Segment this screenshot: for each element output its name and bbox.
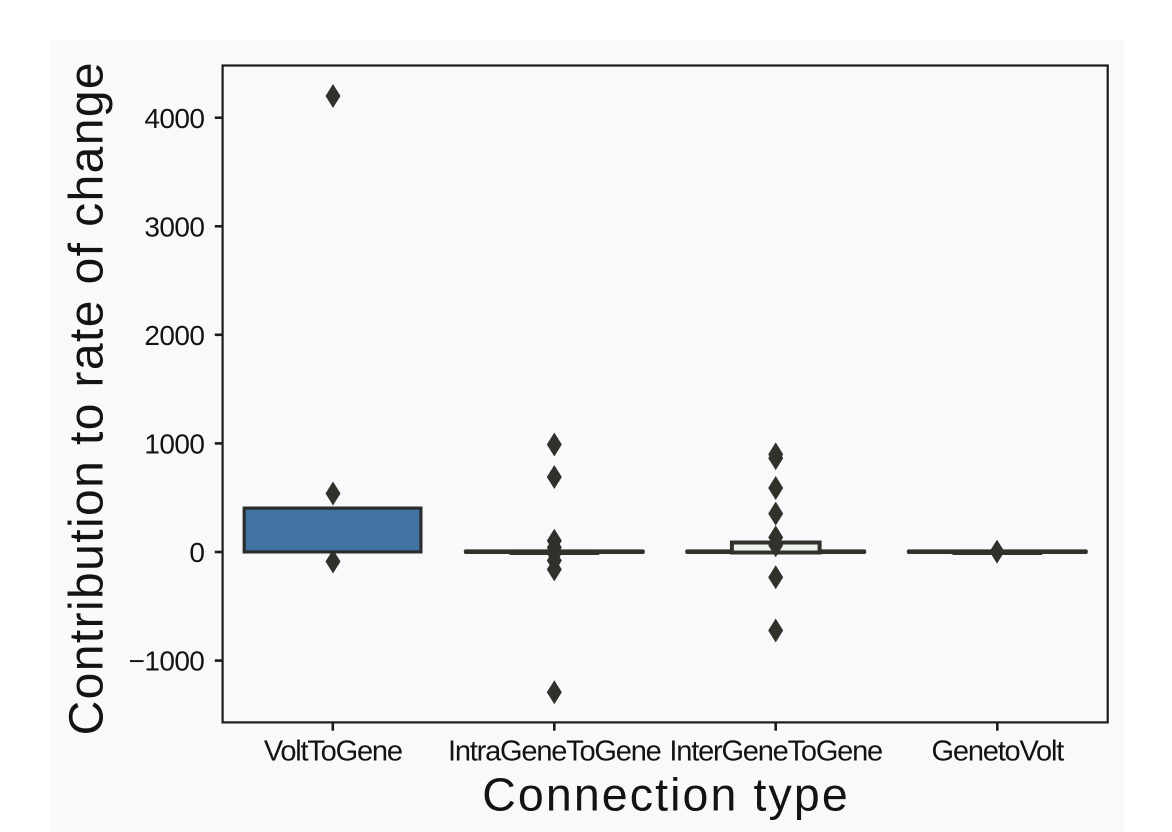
- svg-text:0: 0: [189, 537, 204, 568]
- svg-text:IntraGeneToGene: IntraGeneToGene: [448, 736, 661, 768]
- svg-text:4000: 4000: [144, 103, 204, 134]
- svg-text:2000: 2000: [144, 320, 204, 351]
- svg-text:InterGeneToGene: InterGeneToGene: [669, 736, 882, 768]
- svg-text:Contribution to rate of change: Contribution to rate of change: [61, 61, 114, 735]
- svg-text:GenetoVolt: GenetoVolt: [932, 736, 1065, 768]
- svg-text:1000: 1000: [144, 428, 204, 459]
- svg-text:VoltToGene: VoltToGene: [264, 736, 402, 768]
- svg-text:−1000: −1000: [129, 645, 205, 676]
- svg-text:3000: 3000: [144, 211, 204, 242]
- svg-text:Connection type: Connection type: [482, 769, 850, 821]
